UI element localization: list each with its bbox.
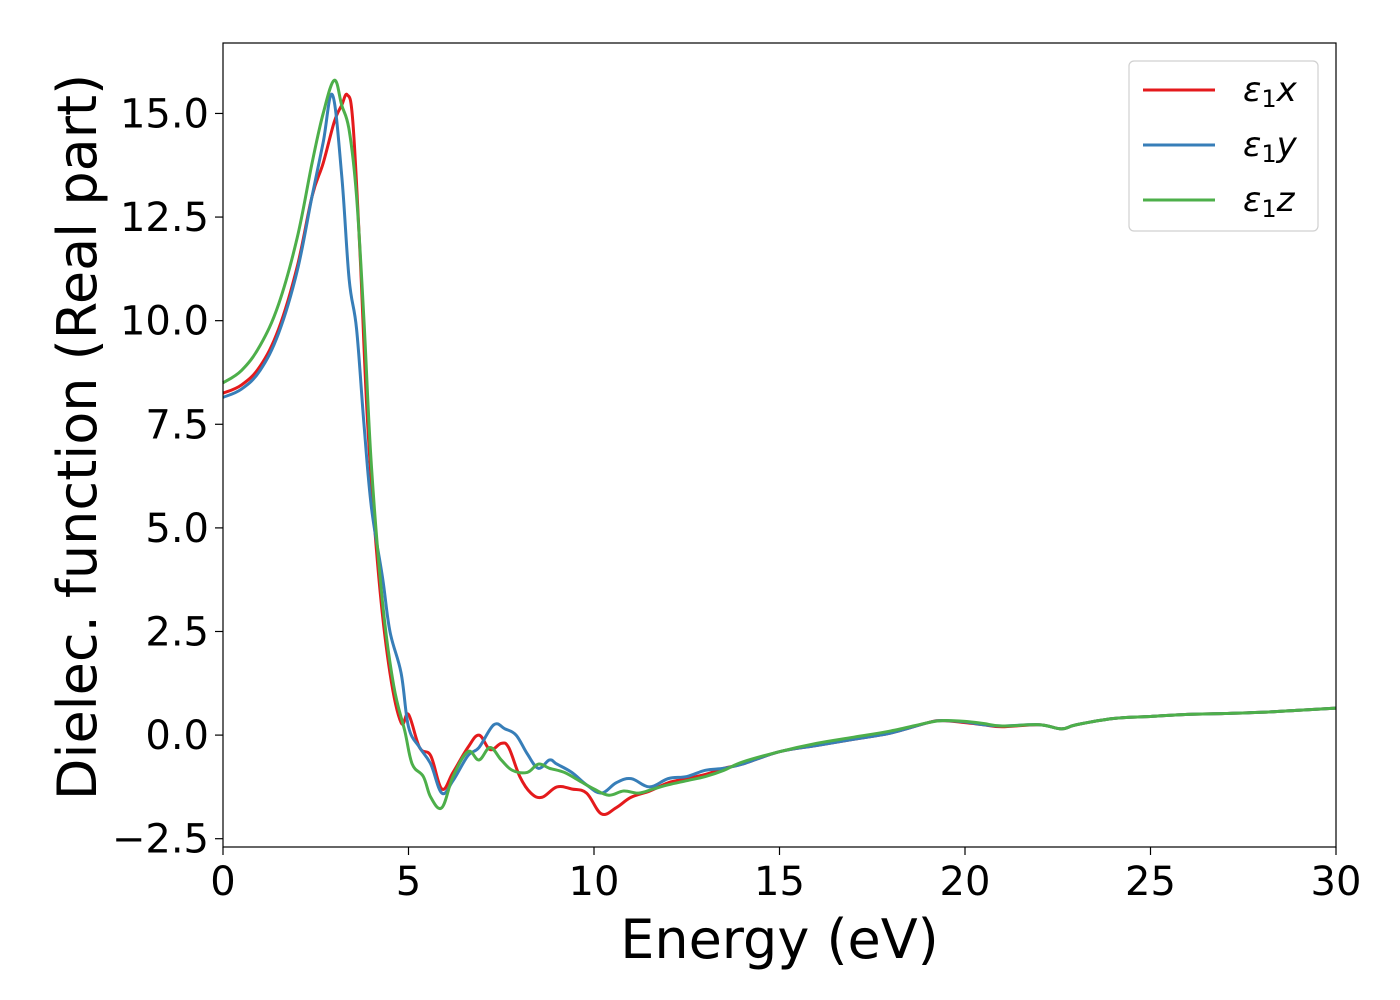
y-tick-label: 7.5 <box>145 402 209 448</box>
legend-label: ε1z <box>1243 180 1296 223</box>
y-tick-label: −2.5 <box>112 817 209 863</box>
legend: ε1x ε1y ε1z <box>1128 60 1319 232</box>
x-tick-label: 5 <box>396 859 421 905</box>
plot-lines <box>222 78 1337 816</box>
x-tick-label: 15 <box>754 859 805 905</box>
y-tick-label: 5.0 <box>145 506 209 552</box>
y-tick-label: 15.0 <box>120 91 209 137</box>
legend-label: ε1x <box>1243 70 1298 113</box>
x-tick-label: 20 <box>940 859 991 905</box>
x-axis-ticks: 0 5 10 15 20 25 30 <box>210 847 1361 905</box>
series-line-3 <box>222 78 1337 810</box>
y-tick-label: 0.0 <box>145 713 209 759</box>
y-tick-label: 2.5 <box>145 609 209 655</box>
x-tick-label: 10 <box>569 859 620 905</box>
legend-box <box>1128 60 1319 232</box>
x-tick-label: 30 <box>1311 859 1362 905</box>
y-tick-label: 12.5 <box>120 195 209 241</box>
x-tick-label: 0 <box>210 859 235 905</box>
x-tick-label: 25 <box>1125 859 1176 905</box>
y-tick-label: 10.0 <box>120 299 209 345</box>
legend-label: ε1y <box>1243 125 1298 168</box>
x-axis-label: Energy (eV) <box>620 908 939 971</box>
y-axis-label: Dielec. function (Real part) <box>46 74 109 800</box>
y-axis-ticks: −2.5 0.0 2.5 5.0 7.5 10.0 12.5 15.0 <box>112 91 223 863</box>
